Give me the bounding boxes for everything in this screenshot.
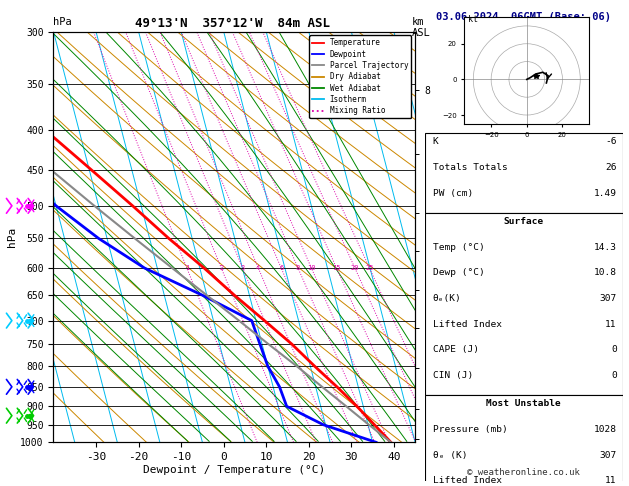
Text: Surface: Surface xyxy=(504,217,543,226)
Text: 0: 0 xyxy=(611,371,617,380)
Text: 3: 3 xyxy=(240,265,245,271)
Text: 1: 1 xyxy=(185,265,189,271)
Bar xyxy=(425,134,623,213)
Text: kt: kt xyxy=(468,16,478,24)
Text: 4: 4 xyxy=(256,265,260,271)
Text: Dewp (°C): Dewp (°C) xyxy=(433,268,484,277)
Text: Temp (°C): Temp (°C) xyxy=(433,243,484,252)
Text: Mixing Ratio (g/kg): Mixing Ratio (g/kg) xyxy=(459,181,469,293)
Text: CAPE (J): CAPE (J) xyxy=(433,346,479,354)
Text: -6: -6 xyxy=(605,137,617,146)
Text: © weatheronline.co.uk: © weatheronline.co.uk xyxy=(467,469,580,477)
Text: 307: 307 xyxy=(599,294,617,303)
Text: 1028: 1028 xyxy=(594,425,617,434)
Text: 25: 25 xyxy=(365,265,374,271)
Text: Lifted Index: Lifted Index xyxy=(433,476,501,486)
Text: 8: 8 xyxy=(296,265,300,271)
Text: hPa: hPa xyxy=(53,17,72,27)
Text: 15: 15 xyxy=(332,265,341,271)
Text: 1.49: 1.49 xyxy=(594,189,617,198)
Text: Totals Totals: Totals Totals xyxy=(433,163,507,172)
Text: CIN (J): CIN (J) xyxy=(433,371,473,380)
Text: 10.8: 10.8 xyxy=(594,268,617,277)
Text: 20: 20 xyxy=(350,265,359,271)
Text: 26: 26 xyxy=(605,163,617,172)
Text: θₑ(K): θₑ(K) xyxy=(433,294,461,303)
Text: PW (cm): PW (cm) xyxy=(433,189,473,198)
X-axis label: Dewpoint / Temperature (°C): Dewpoint / Temperature (°C) xyxy=(143,465,325,475)
Text: 2: 2 xyxy=(219,265,223,271)
Bar xyxy=(425,213,623,396)
Y-axis label: hPa: hPa xyxy=(8,227,18,247)
Text: Pressure (mb): Pressure (mb) xyxy=(433,425,507,434)
Text: km: km xyxy=(412,17,425,27)
Text: 6: 6 xyxy=(279,265,283,271)
Bar xyxy=(425,396,623,486)
Text: Most Unstable: Most Unstable xyxy=(486,399,561,408)
Text: 307: 307 xyxy=(599,451,617,460)
Text: 03.06.2024  06GMT (Base: 06): 03.06.2024 06GMT (Base: 06) xyxy=(436,12,611,22)
Text: Lifted Index: Lifted Index xyxy=(433,320,501,329)
Text: 10: 10 xyxy=(307,265,316,271)
Text: ASL: ASL xyxy=(412,28,431,38)
Legend: Temperature, Dewpoint, Parcel Trajectory, Dry Adiabat, Wet Adiabat, Isotherm, Mi: Temperature, Dewpoint, Parcel Trajectory… xyxy=(309,35,411,118)
Text: 49°13'N  357°12'W  84m ASL: 49°13'N 357°12'W 84m ASL xyxy=(135,17,330,30)
Text: K: K xyxy=(433,137,438,146)
Text: 14.3: 14.3 xyxy=(594,243,617,252)
Text: θₑ (K): θₑ (K) xyxy=(433,451,467,460)
Text: 11: 11 xyxy=(605,476,617,486)
Text: 11: 11 xyxy=(605,320,617,329)
Text: 0: 0 xyxy=(611,346,617,354)
